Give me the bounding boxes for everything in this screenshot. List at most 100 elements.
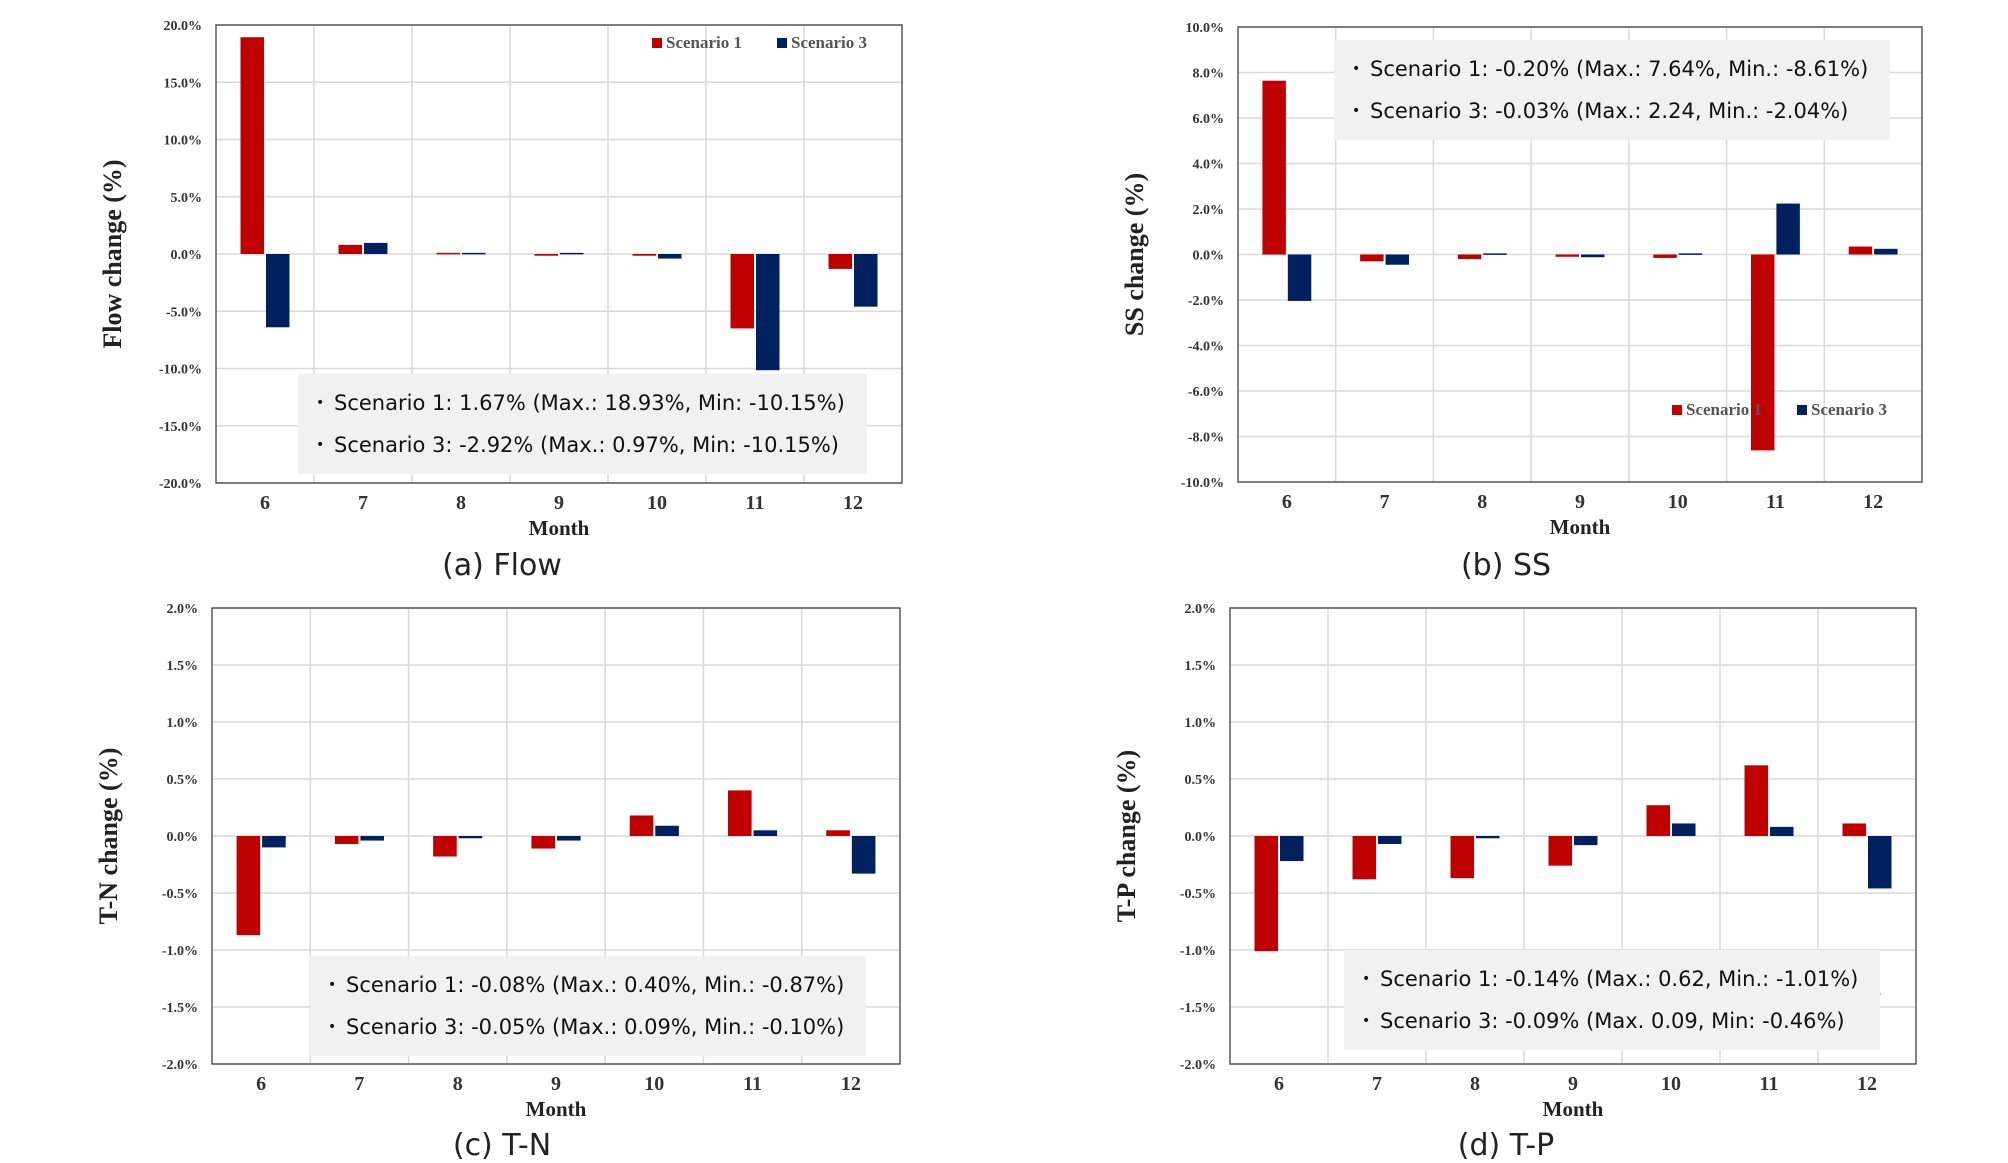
flow-stat-scenario1: • Scenario 1: 1.67% (Max.: 18.93%, Min: -… — [316, 391, 845, 415]
legend-swatch — [1672, 405, 1682, 415]
bar-scenario-1-month-8 — [1457, 254, 1482, 260]
ss-stat-scenario1: • Scenario 1: -0.20% (Max.: 7.64%, Min.: … — [1352, 57, 1869, 81]
bar-scenario-1-month-12 — [1848, 246, 1873, 255]
bar-scenario-1-month-10 — [629, 815, 654, 836]
x-tick-label: 7 — [358, 492, 368, 514]
x-tick-label: 11 — [746, 492, 765, 514]
plot-frame — [215, 24, 903, 484]
x-tick-label: 10 — [1668, 491, 1688, 513]
bar-scenario-3-month-7 — [363, 242, 388, 254]
bar-scenario-3-month-6 — [265, 254, 290, 328]
tp-stat-scenario3: • Scenario 3: -0.09% (Max. 0.09, Min: -0.… — [1362, 1009, 1845, 1033]
y-tick-label: -8.0% — [1188, 431, 1224, 446]
bar-scenario-1-month-8 — [433, 836, 457, 857]
y-tick-label: -2.0% — [162, 1058, 198, 1073]
y-tick-label: -15.0% — [159, 420, 202, 435]
x-tick-label: 9 — [1575, 491, 1585, 513]
y-tick-label: -20.0% — [159, 477, 202, 492]
bar-scenario-3-month-7 — [1377, 836, 1402, 844]
bar-scenario-1-month-9 — [1555, 254, 1580, 257]
legend-label: Scenario 1 — [1686, 400, 1762, 419]
legend-label: Scenario 3 — [1811, 400, 1887, 419]
ss-caption: (b) SS — [1460, 548, 1552, 583]
legend-entry-scenario-3: Scenario 3 — [777, 33, 867, 52]
y-tick-label: 0.0% — [171, 248, 203, 263]
flow-caption: (a) Flow — [442, 548, 562, 583]
bar-scenario-1-month-11 — [1744, 765, 1769, 836]
y-tick-label: 4.0% — [1193, 158, 1225, 173]
y-tick-label: 5.0% — [171, 191, 203, 206]
x-tick-label: 6 — [260, 492, 270, 514]
bar-scenario-3-month-12 — [1874, 248, 1898, 255]
x-tick-label: 11 — [1760, 1073, 1779, 1095]
y-tick-label: 8.0% — [1193, 67, 1225, 82]
y-tick-label: 2.0% — [1185, 602, 1217, 617]
bar-scenario-1-month-10 — [632, 254, 657, 256]
bar-scenario-1-month-9 — [534, 254, 559, 256]
x-tick-label: 10 — [1661, 1073, 1681, 1095]
y-tick-label: 2.0% — [1193, 203, 1225, 218]
tn-caption: (c) T-N — [452, 1128, 552, 1163]
tn-stat-scenario3: • Scenario 3: -0.05% (Max.: 0.09%, Min.: … — [328, 1015, 845, 1039]
bar-scenario-1-month-6 — [1262, 80, 1286, 255]
bar-scenario-1-month-11 — [728, 790, 752, 836]
tp-caption: (d) T-P — [1457, 1128, 1555, 1163]
y-tick-label: 15.0% — [164, 76, 203, 91]
y-tick-label: 0.0% — [167, 830, 199, 845]
bar-scenario-3-month-6 — [1287, 254, 1312, 301]
y-tick-label: 6.0% — [1193, 112, 1225, 127]
legend-label: Scenario 3 — [791, 33, 867, 52]
bar-scenario-3-month-9 — [1580, 254, 1605, 258]
x-tick-label: 7 — [354, 1073, 364, 1095]
y-tick-label: -1.5% — [162, 1001, 198, 1016]
bar-scenario-1-month-7 — [1352, 836, 1377, 880]
y-tick-label: 0.5% — [1185, 773, 1217, 788]
bar-scenario-3-month-10 — [1678, 253, 1703, 255]
bar-scenario-1-month-7 — [1360, 254, 1384, 262]
legend-swatch — [652, 38, 662, 48]
x-tick-label: 11 — [1766, 491, 1785, 513]
x-tick-label: 8 — [456, 492, 466, 514]
bar-scenario-1-month-12 — [826, 830, 850, 836]
x-tick-label: 9 — [1568, 1073, 1578, 1095]
x-tick-label: 7 — [1372, 1073, 1382, 1095]
y-tick-label: 0.0% — [1185, 830, 1217, 845]
x-axis-title: Month — [1543, 1097, 1604, 1120]
bar-scenario-1-month-9 — [1548, 836, 1573, 866]
ss-stats-box: • Scenario 1: -0.20% (Max.: 7.64%, Min.: … — [1334, 40, 1891, 140]
tn-stats-box: • Scenario 1: -0.08% (Max.: 0.40%, Min.: … — [310, 956, 867, 1056]
x-tick-label: 12 — [1857, 1073, 1877, 1095]
bar-scenario-3-month-9 — [556, 836, 581, 841]
flow-stats-box: • Scenario 1: 1.67% (Max.: 18.93%, Min: -… — [298, 374, 867, 474]
x-tick-label: 12 — [1863, 491, 1883, 513]
bar-scenario-3-month-10 — [657, 254, 682, 259]
y-tick-label: 2.0% — [167, 602, 199, 617]
x-tick-label: 6 — [1282, 491, 1292, 513]
x-tick-label: 10 — [644, 1073, 664, 1095]
y-tick-label: -1.0% — [162, 944, 198, 959]
chart-panel-tp: 2.0% 1.5% 1.0% 0.5% 0.0% -0.5% -1.0% -1.5% -2.0%… — [1004, 580, 2008, 1163]
y-tick-label: 1.0% — [167, 716, 199, 731]
bar-scenario-3-month-8 — [1483, 253, 1507, 255]
x-tick-label: 6 — [1274, 1073, 1284, 1095]
bar-scenario-1-month-11 — [730, 254, 755, 329]
bar-scenario-1-month-6 — [240, 37, 265, 255]
y-tick-label: -10.0% — [159, 363, 202, 378]
y-axis-title: T-N change (%) — [94, 748, 123, 925]
y-tick-label: -2.0% — [1188, 294, 1224, 309]
bar-scenario-3-month-10 — [655, 825, 679, 836]
ss-stat-scenario3: • Scenario 3: -0.03% (Max.: 2.24, Min.: -… — [1352, 99, 1849, 123]
y-tick-label: -4.0% — [1188, 340, 1224, 355]
x-tick-label: 9 — [551, 1073, 561, 1095]
bar-scenario-3-month-11 — [753, 830, 778, 836]
chart-panel-flow: 20.0% 15.0% 10.0% 5.0% 0.0% -5.0% -10.0% -15.0%… — [0, 0, 1004, 583]
x-tick-label: 8 — [1477, 491, 1487, 513]
x-tick-label: 6 — [256, 1073, 266, 1095]
tn-stat-scenario1: • Scenario 1: -0.08% (Max.: 0.40%, Min.: … — [328, 973, 845, 997]
legend-entry-scenario-1: Scenario 1 — [652, 33, 742, 52]
bar-scenario-3-month-12 — [853, 254, 878, 307]
y-axis-title: Flow change (%) — [98, 159, 127, 348]
bar-scenario-3-month-12 — [851, 836, 876, 874]
x-tick-label: 9 — [554, 492, 564, 514]
y-tick-label: 0.0% — [1193, 249, 1225, 264]
